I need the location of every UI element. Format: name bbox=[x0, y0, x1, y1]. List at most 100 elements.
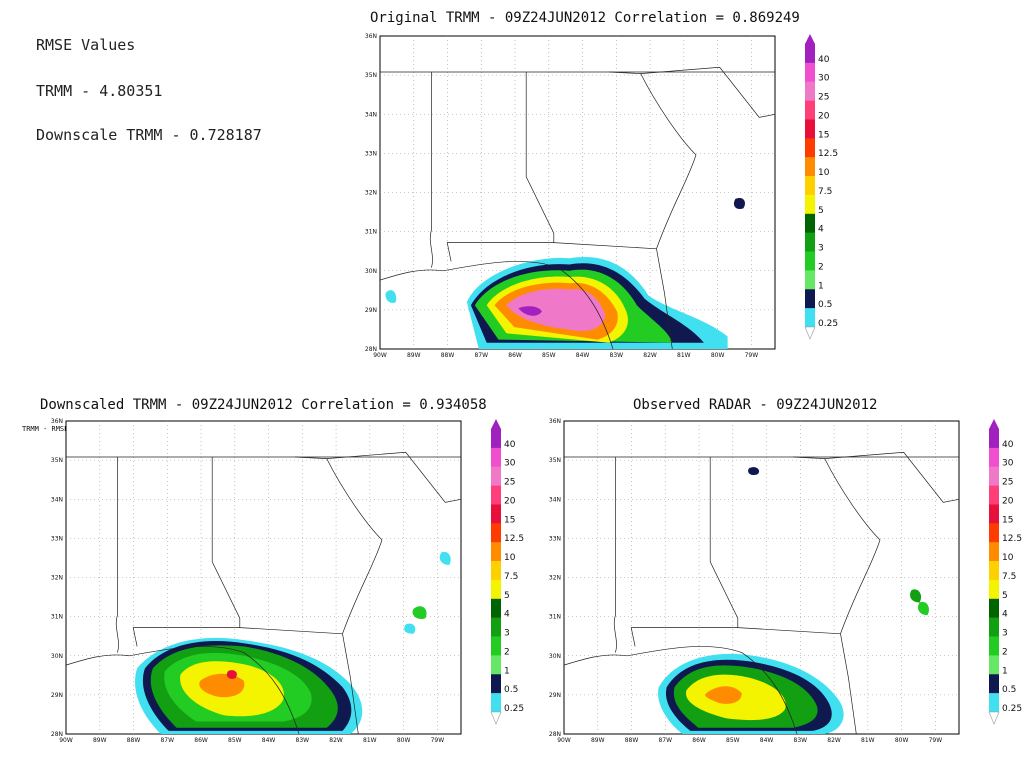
colorbar-swatch bbox=[805, 176, 815, 196]
lon-tick-label: 83W bbox=[610, 352, 624, 359]
colorbar-level-label: 5 bbox=[504, 591, 510, 601]
state-boundary bbox=[132, 457, 241, 647]
boundaries bbox=[563, 451, 960, 735]
colorbar-swatch bbox=[805, 308, 815, 328]
colorbar-swatch bbox=[805, 81, 815, 101]
panel-title-original: Original TRMM - 09Z24JUN2012 Correlation… bbox=[370, 10, 800, 26]
precip-contour bbox=[733, 197, 745, 210]
colorbar-swatch bbox=[491, 693, 501, 713]
colorbar-swatch bbox=[805, 138, 815, 158]
colorbar-swatch bbox=[805, 44, 815, 64]
precip-contour bbox=[705, 686, 742, 704]
lon-tick-label: 87W bbox=[658, 737, 672, 744]
colorbar-level-label: 5 bbox=[818, 206, 824, 216]
precip-contour bbox=[404, 623, 416, 634]
colorbar-level-label: 30 bbox=[1002, 459, 1014, 469]
lat-tick-label: 36N bbox=[51, 418, 63, 425]
colorbar-level-label: 1 bbox=[1002, 666, 1008, 676]
lon-tick-label: 80W bbox=[711, 352, 725, 359]
lon-tick-label: 84W bbox=[576, 352, 590, 359]
colorbar-level-label: 3 bbox=[504, 629, 510, 639]
state-boundary bbox=[656, 154, 697, 350]
lon-tick-label: 90W bbox=[59, 737, 73, 744]
lon-tick-label: 84W bbox=[760, 737, 774, 744]
lat-tick-label: 30N bbox=[51, 653, 63, 660]
state-boundary bbox=[640, 66, 776, 118]
lat-tick-label: 33N bbox=[549, 535, 561, 542]
lon-tick-label: 79W bbox=[929, 737, 943, 744]
colorbar-swatch bbox=[805, 62, 815, 83]
colorbar-arrow-bottom bbox=[804, 326, 816, 340]
panel-title-radar: Observed RADAR - 09Z24JUN2012 bbox=[633, 397, 878, 413]
colorbar-swatch bbox=[491, 429, 501, 449]
colorbar-level-label: 10 bbox=[1002, 553, 1014, 563]
lon-tick-label: 86W bbox=[508, 352, 522, 359]
state-boundary bbox=[446, 72, 555, 262]
colorbar-level-label: 20 bbox=[1002, 496, 1014, 506]
lon-tick-label: 88W bbox=[625, 737, 639, 744]
lon-axis: 90W 89W 88W 87W 86W 85W 84W 83W 82W 81W 80W 79W bbox=[59, 737, 444, 744]
state-boundary bbox=[737, 627, 841, 635]
colorbar-arrow-bottom bbox=[988, 711, 1000, 725]
lon-tick-label: 81W bbox=[861, 737, 875, 744]
colorbar-level-label: 15 bbox=[818, 130, 829, 140]
colorbar-arrow-bottom bbox=[490, 711, 502, 725]
colorbar-swatch bbox=[989, 598, 999, 618]
colorbar-swatch bbox=[805, 251, 815, 271]
colorbar-level-label: 30 bbox=[818, 74, 830, 84]
colorbar-swatch bbox=[805, 232, 815, 252]
colorbar-level-label: 25 bbox=[1002, 478, 1013, 488]
lon-tick-label: 83W bbox=[296, 737, 310, 744]
colorbar-level-label: 3 bbox=[818, 244, 824, 254]
lon-tick-label: 82W bbox=[827, 737, 841, 744]
lon-tick-label: 85W bbox=[726, 737, 740, 744]
colorbar-level-label: 20 bbox=[504, 496, 516, 506]
state-boundary bbox=[840, 539, 881, 735]
lon-tick-label: 88W bbox=[441, 352, 455, 359]
lat-tick-label: 34N bbox=[365, 111, 377, 118]
state-boundary bbox=[65, 646, 300, 735]
colorbar-level-label: 2 bbox=[1002, 647, 1008, 657]
lat-tick-label: 32N bbox=[549, 575, 561, 582]
colorbar-level-label: 25 bbox=[818, 93, 829, 103]
lon-tick-label: 83W bbox=[794, 737, 808, 744]
lat-tick-label: 35N bbox=[365, 72, 377, 79]
precip-field bbox=[658, 467, 929, 734]
map-panel-radar: 36N 35N 34N 33N 32N 31N 30N 29N 28N 90W 89W 88W 87W 8… bbox=[549, 418, 1024, 758]
lon-tick-label: 82W bbox=[329, 737, 343, 744]
colorbar-swatch bbox=[989, 561, 999, 581]
panel-title-downscaled: Downscaled TRMM - 09Z24JUN2012 Correlati… bbox=[40, 397, 487, 413]
lat-tick-label: 32N bbox=[51, 575, 63, 582]
state-boundary bbox=[824, 451, 960, 503]
map-panel-downscaled: 36N 35N 34N 33N 32N 31N 30N 29N 28N 90W 89W 88W 87W 8… bbox=[51, 418, 531, 758]
precip-contour bbox=[506, 288, 606, 331]
colorbar-level-label: 12.5 bbox=[1002, 534, 1022, 544]
rmse-trmm-value: TRMM - 4.80351 bbox=[36, 82, 163, 100]
lat-axis: 36N 35N 34N 33N 32N 31N 30N 29N 28N bbox=[365, 33, 377, 353]
colorbar-level-label: 0.5 bbox=[504, 685, 518, 695]
lon-tick-label: 84W bbox=[262, 737, 276, 744]
colorbar-swatch bbox=[989, 542, 999, 562]
lon-tick-label: 89W bbox=[591, 737, 605, 744]
colorbar-level-label: 0.25 bbox=[1002, 704, 1022, 714]
lon-tick-label: 79W bbox=[431, 737, 445, 744]
colorbar-swatch bbox=[491, 598, 501, 618]
colorbar-swatch bbox=[491, 485, 501, 505]
colorbar-swatch bbox=[989, 485, 999, 505]
precip-field bbox=[134, 551, 451, 734]
colorbar-level-label: 4 bbox=[818, 225, 824, 235]
colorbar-level-label: 3 bbox=[1002, 629, 1008, 639]
colorbar-swatch bbox=[989, 617, 999, 637]
precip-contour bbox=[748, 467, 760, 476]
colorbar-level-label: 1 bbox=[504, 666, 510, 676]
colorbar-swatch bbox=[491, 617, 501, 637]
colorbar-level-label: 40 bbox=[1002, 440, 1014, 450]
lat-tick-label: 31N bbox=[51, 614, 63, 621]
colorbar-swatch bbox=[989, 674, 999, 694]
colorbar-swatch bbox=[491, 523, 501, 543]
colorbar-level-label: 7.5 bbox=[818, 187, 832, 197]
precip-contour bbox=[910, 589, 922, 603]
colorbar-swatch bbox=[805, 100, 815, 120]
state-boundary bbox=[563, 646, 798, 735]
